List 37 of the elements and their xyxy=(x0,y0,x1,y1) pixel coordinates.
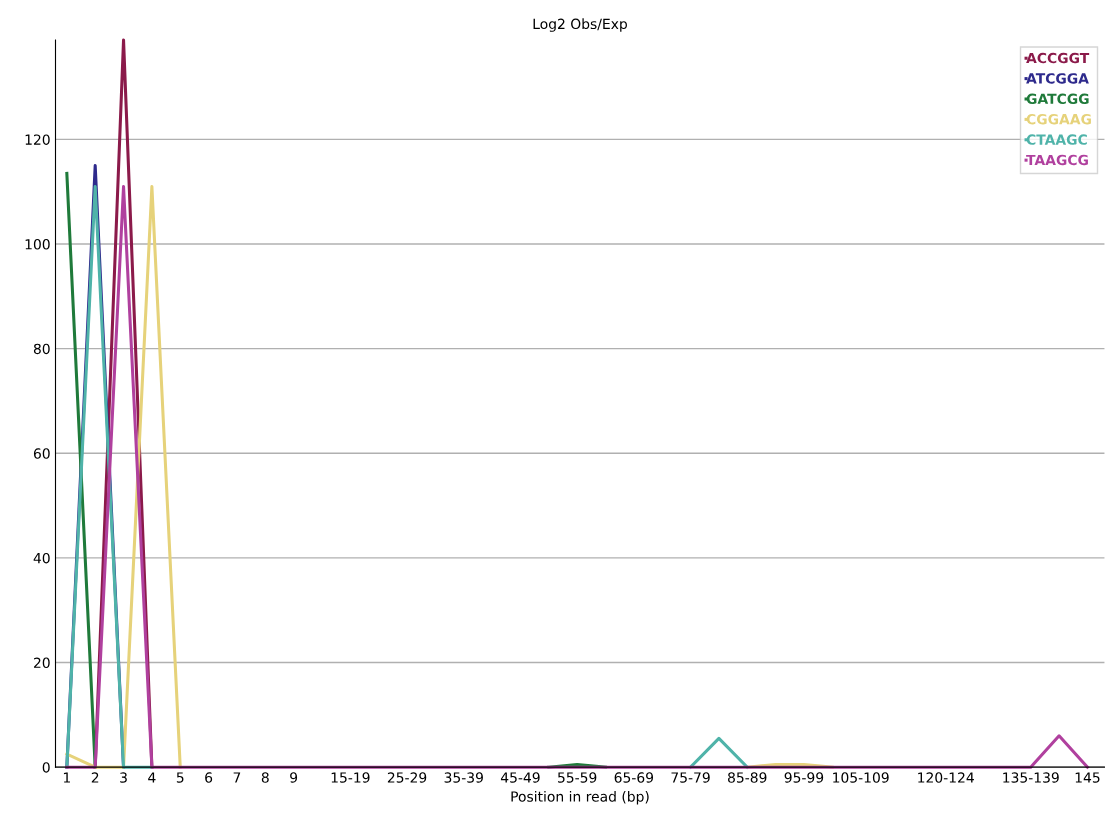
x-tick-label: 95-99 xyxy=(784,772,824,783)
x-tick-label: 15-19 xyxy=(331,772,370,783)
x-tick-label: 5 xyxy=(176,772,184,783)
legend-label: ATCGGA xyxy=(1026,73,1089,84)
x-tick-label: 8 xyxy=(261,772,269,783)
x-tick-label: 4 xyxy=(148,772,156,783)
y-tick-label: 20 xyxy=(33,657,50,669)
x-tick-label: 120-124 xyxy=(918,772,974,783)
x-tick-label: 25-29 xyxy=(387,772,427,783)
x-tick-label: 7 xyxy=(233,772,241,783)
x-tick-label: 1 xyxy=(63,772,70,783)
y-tick-label: 40 xyxy=(33,552,50,564)
legend-label: GATCGG xyxy=(1026,93,1089,105)
legend-label: CTAAGC xyxy=(1026,134,1087,145)
y-tick-label: 0 xyxy=(42,762,50,773)
legend-label: ACCGGT xyxy=(1026,52,1090,64)
x-tick-label: 85-89 xyxy=(728,772,767,783)
x-tick-label: 35-39 xyxy=(444,772,483,783)
y-tick-label: 60 xyxy=(33,448,50,459)
y-tick-label: 100 xyxy=(25,239,50,250)
x-tick-label: 75-79 xyxy=(671,772,710,783)
x-tick-label: 145 xyxy=(1075,772,1100,783)
chart-title: Log2 Obs/Exp xyxy=(533,18,627,32)
legend-label: TAAGCG xyxy=(1026,154,1088,166)
x-tick-label: 6 xyxy=(205,772,213,783)
x-tick-label: 3 xyxy=(120,772,127,783)
x-tick-label: 45-49 xyxy=(500,772,540,783)
x-tick-label: 2 xyxy=(91,772,99,783)
x-tick-label: 105-109 xyxy=(833,772,889,783)
x-tick-label: 135-139 xyxy=(1003,772,1059,783)
x-tick-label: 65-69 xyxy=(614,772,654,783)
y-tick-label: 120 xyxy=(25,134,50,145)
x-tick-label: 9 xyxy=(290,772,298,783)
x-axis-title: Position in read (bp) xyxy=(511,791,649,805)
legend-label: CGGAAG xyxy=(1026,113,1091,125)
x-tick-label: 55-59 xyxy=(558,772,597,783)
y-tick-label: 80 xyxy=(33,343,50,355)
